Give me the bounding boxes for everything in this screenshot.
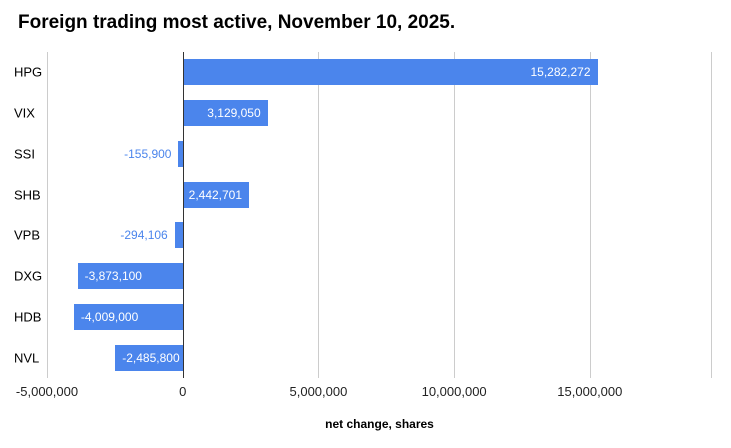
gridline bbox=[589, 52, 591, 378]
bar-value-label: 15,282,272 bbox=[530, 65, 591, 80]
bar-value-label: -294,106 bbox=[120, 228, 168, 243]
x-tick-label: -5,000,000 bbox=[15, 384, 79, 399]
category-label-hdb: HDB bbox=[14, 309, 42, 325]
bar-hpg[interactable] bbox=[182, 59, 598, 86]
bar-vix[interactable] bbox=[182, 100, 268, 127]
category-label-dxg: DXG bbox=[14, 268, 43, 284]
category-label-vix: VIX bbox=[14, 105, 35, 121]
x-tick-label: 0 bbox=[179, 384, 187, 399]
bar-value-label: 2,442,701 bbox=[188, 187, 243, 202]
x-tick-label: 5,000,000 bbox=[289, 384, 348, 399]
chart-title: Foreign trading most active, November 10… bbox=[18, 12, 456, 33]
x-axis-title: net change, shares bbox=[325, 417, 434, 431]
bar-hdb[interactable] bbox=[73, 303, 183, 330]
x-tick-label: 10,000,000 bbox=[421, 384, 487, 399]
category-label-ssi: SSI bbox=[14, 146, 35, 162]
plot-area: 15,282,272 3,129,050 -155,900 2,442,701 -294… bbox=[47, 52, 712, 378]
gridline bbox=[47, 52, 48, 378]
bar-value-label: -4,009,000 bbox=[80, 309, 139, 324]
bar-vpb[interactable] bbox=[174, 222, 183, 249]
bar-value-label: -155,900 bbox=[124, 146, 172, 161]
plot-right-border bbox=[711, 52, 712, 378]
x-tick-label: 15,000,000 bbox=[557, 384, 623, 399]
zero-axis-line bbox=[182, 52, 184, 378]
bar-nvl[interactable] bbox=[115, 344, 183, 371]
bar-ssi[interactable] bbox=[178, 140, 183, 167]
gridline bbox=[454, 52, 456, 378]
category-label-shb: SHB bbox=[14, 187, 41, 203]
category-label-vpb: VPB bbox=[14, 227, 41, 243]
bar-shb[interactable] bbox=[182, 181, 249, 208]
category-label-nvl: NVL bbox=[14, 350, 40, 366]
bar-value-label: -3,873,100 bbox=[84, 269, 142, 284]
gridline bbox=[318, 52, 320, 378]
x-axis: -5,000,000 0 5,000,000 10,000,000 15,000,000 bbox=[16, 378, 712, 400]
bar-value-label: -2,485,800 bbox=[122, 350, 180, 365]
chart-area: HPG VIX SSI SHB VPB DXG HDB NVL 15,282,272 3,129… bbox=[0, 52, 731, 378]
category-labels: HPG VIX SSI SHB VPB DXG HDB NVL bbox=[14, 52, 47, 378]
bar-dxg[interactable] bbox=[77, 263, 183, 290]
bar-value-label: 3,129,050 bbox=[207, 106, 261, 121]
category-label-hpg: HPG bbox=[14, 64, 43, 80]
